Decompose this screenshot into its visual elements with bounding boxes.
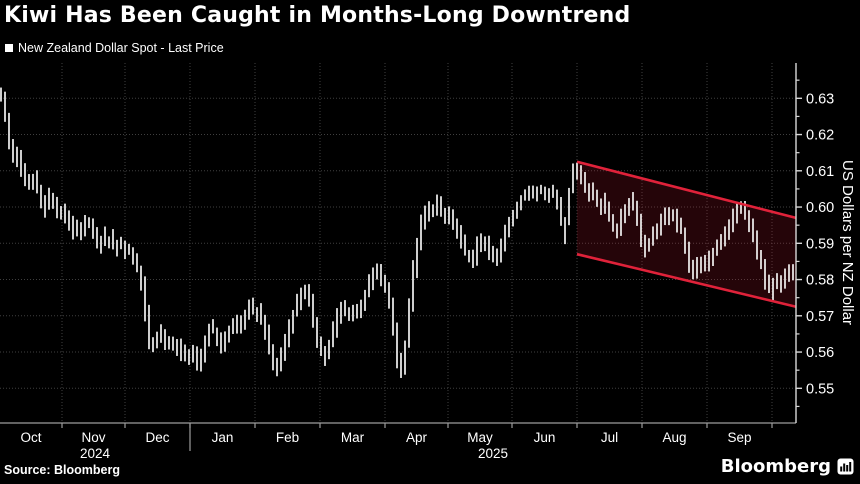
y-tick-label: 0.58: [806, 273, 834, 289]
y-tick-label: 0.57: [806, 309, 834, 325]
x-month-label: Jun: [534, 430, 556, 445]
x-month-label: May: [467, 430, 493, 445]
y-tick-label: 0.62: [806, 128, 834, 144]
price-bars: [0, 87, 794, 378]
x-month-label: Mar: [341, 430, 365, 445]
bloomberg-logo: Bloomberg: [721, 456, 854, 477]
downtrend-channel-fill: [577, 161, 796, 307]
x-month-label: Apr: [406, 430, 428, 445]
x-year-label: 2024: [80, 446, 111, 461]
x-month-label: Jan: [212, 430, 234, 445]
legend-label: New Zealand Dollar Spot - Last Price: [18, 41, 224, 55]
y-tick-label: 0.56: [806, 345, 834, 361]
y-tick-label: 0.63: [806, 91, 834, 107]
x-month-label: Sep: [727, 430, 751, 445]
bloomberg-terminal-icon: [837, 458, 854, 475]
axes: [0, 63, 802, 428]
y-tick-label: 0.59: [806, 236, 834, 252]
x-month-label: Nov: [81, 430, 105, 445]
y-axis-title: US Dollars per NZ Dollar: [839, 160, 856, 326]
chart-title: Kiwi Has Been Caught in Months-Long Down…: [4, 3, 631, 28]
legend-marker-icon: [5, 44, 13, 52]
y-tick-label: 0.60: [806, 200, 834, 216]
bloomberg-wordmark: Bloomberg: [720, 456, 831, 477]
x-year-labels: 2024 2025: [80, 423, 508, 461]
y-tick-label: 0.61: [806, 164, 834, 180]
x-year-label: 2025: [478, 446, 508, 461]
x-month-label: Dec: [145, 430, 169, 445]
legend: New Zealand Dollar Spot - Last Price: [5, 41, 224, 55]
x-month-label: Aug: [662, 430, 686, 445]
x-month-label: Feb: [276, 430, 299, 445]
downtrend-channel-lines: [576, 160, 797, 309]
x-month-label: Oct: [20, 430, 41, 445]
y-tick-label: 0.55: [806, 381, 834, 397]
source-credit: Source: Bloomberg: [4, 463, 120, 477]
x-month-label: Jul: [601, 430, 618, 445]
x-month-labels: Oct Nov Dec Jan Feb Mar Apr May Jun Jul Aug Sep: [20, 430, 751, 445]
y-tick-labels: 0.63 0.62 0.61 0.60 0.59 0.58 0.57 0.56 0.55: [806, 91, 834, 397]
